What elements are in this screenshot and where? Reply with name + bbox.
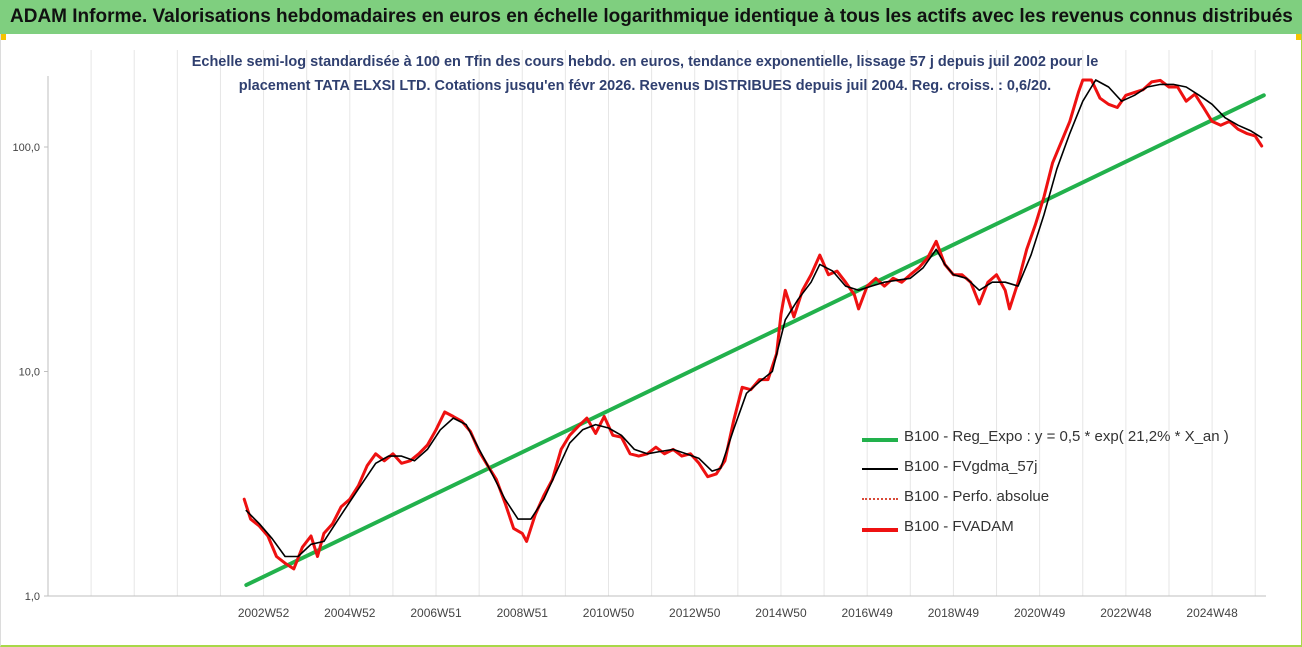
x-tick-label: 2024W48 bbox=[1186, 606, 1238, 620]
legend-swatch-smooth bbox=[862, 468, 898, 470]
series-layer bbox=[242, 78, 1266, 587]
legend-item-perf: B100 - Perfo. absolue bbox=[862, 486, 1282, 516]
x-tick-label: 2004W52 bbox=[324, 606, 376, 620]
x-tick-label: 2018W49 bbox=[928, 606, 980, 620]
legend-label-perf: B100 - Perfo. absolue bbox=[904, 488, 1050, 505]
corner-marker-left bbox=[0, 34, 6, 40]
title-banner: ADAM Informe. Valorisations hebdomadaire… bbox=[0, 0, 1302, 34]
series-line-trend bbox=[244, 93, 1266, 587]
x-tick-label: 2006W51 bbox=[410, 606, 462, 620]
x-tick-label: 2016W49 bbox=[841, 606, 893, 620]
x-tick-label: 2022W48 bbox=[1100, 606, 1152, 620]
legend-label-trend: B100 - Reg_Expo : y = 0,5 * exp( 21,2% *… bbox=[904, 428, 1229, 445]
x-tick-label: 2010W50 bbox=[583, 606, 635, 620]
legend-item-fvadam: B100 - FVADAM bbox=[862, 516, 1282, 546]
x-tick-label: 2012W50 bbox=[669, 606, 721, 620]
legend-swatch-perf bbox=[862, 498, 898, 500]
legend-label-smooth: B100 - FVgdma_57j bbox=[904, 458, 1038, 475]
corner-marker-right bbox=[1296, 34, 1302, 40]
chart-subtitle-line-1: Echelle semi-log standardisée à 100 en T… bbox=[191, 54, 1099, 70]
legend-swatch-fvadam bbox=[862, 528, 898, 532]
chart-legend: B100 - Reg_Expo : y = 0,5 * exp( 21,2% *… bbox=[862, 426, 1282, 546]
series-line-fvadam bbox=[242, 78, 1264, 571]
legend-swatch-trend bbox=[862, 438, 898, 442]
legend-item-trend: B100 - Reg_Expo : y = 0,5 * exp( 21,2% *… bbox=[862, 426, 1282, 456]
legend-item-smooth: B100 - FVgdma_57j bbox=[862, 456, 1282, 486]
axis-layer: 1,0 10,0 100,0 2002W52 2004W52 2006W51 2008W51… bbox=[12, 76, 1266, 620]
y-tick-label: 10,0 bbox=[19, 367, 40, 379]
legend-label-fvadam: B100 - FVADAM bbox=[904, 518, 1014, 535]
x-tick-label: 2002W52 bbox=[238, 606, 290, 620]
x-tick-label: 2008W51 bbox=[497, 606, 549, 620]
y-tick-label: 1,0 bbox=[25, 591, 40, 603]
y-tick-label: 100,0 bbox=[12, 142, 40, 154]
page-title: ADAM Informe. Valorisations hebdomadaire… bbox=[10, 6, 1293, 27]
chart-subtitle-line-2: placement TATA ELXSI LTD. Cotations jusq… bbox=[238, 78, 1052, 94]
x-tick-label: 2020W49 bbox=[1014, 606, 1066, 620]
x-tick-label: 2014W50 bbox=[755, 606, 807, 620]
series-line-smooth bbox=[245, 79, 1263, 558]
